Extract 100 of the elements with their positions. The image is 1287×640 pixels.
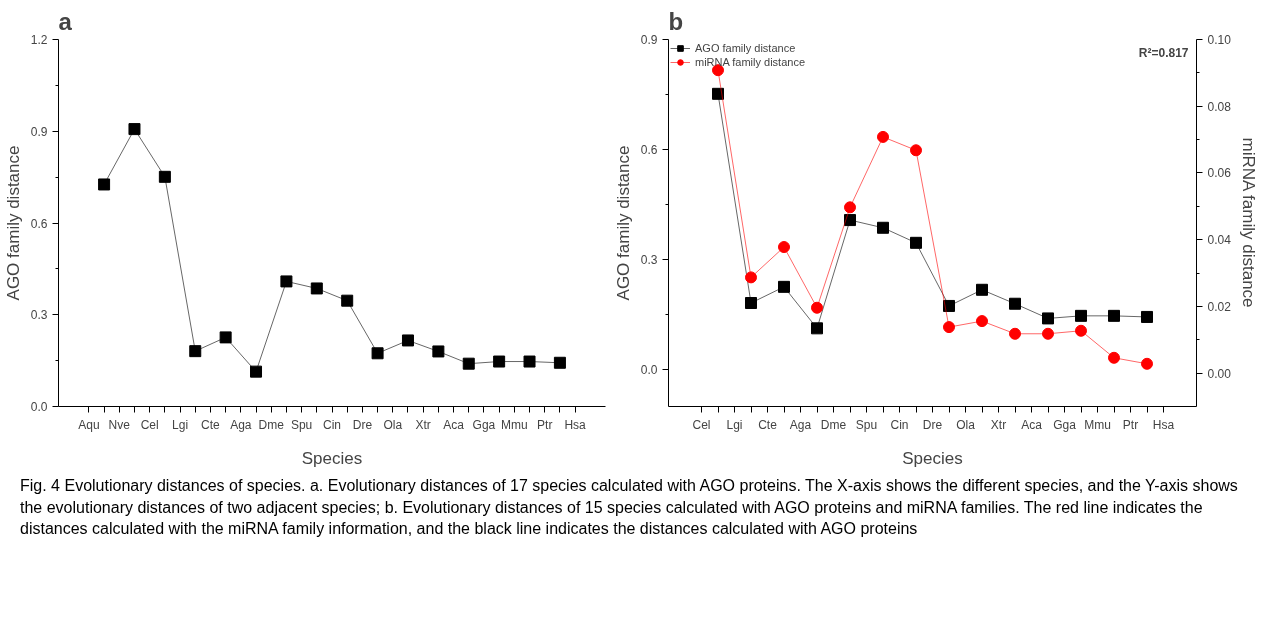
y-tick-label: 0.9	[640, 33, 658, 47]
point	[844, 201, 856, 214]
y2-tick-label: 0.02	[1207, 299, 1232, 314]
x-tick-label: Mmu	[501, 417, 528, 432]
point	[462, 357, 475, 370]
y-tick-label: 0.9	[30, 124, 48, 139]
x-tick-label: Cel	[692, 417, 711, 432]
x-tick-label: Aqu	[78, 417, 100, 432]
x-tick-label: Mmu	[1084, 417, 1111, 432]
x-tick-label: Aca	[443, 417, 465, 432]
point	[341, 294, 354, 307]
y-tick-label: 0.3	[640, 253, 658, 268]
x-tick-label: Xtr	[415, 417, 431, 432]
y2-axis-title: miRNA family distance	[1238, 137, 1258, 308]
y-tick-label: 0.0	[30, 400, 48, 414]
x-tick-label: Ptr	[1122, 417, 1139, 432]
point	[943, 321, 955, 334]
x-tick-label: Xtr	[990, 417, 1007, 432]
point	[250, 365, 263, 378]
point	[877, 130, 889, 143]
point	[493, 355, 506, 368]
point	[745, 271, 757, 284]
point	[1075, 309, 1087, 322]
x-tick-label: Cin	[323, 417, 342, 432]
y2-tick-label: 0.04	[1207, 233, 1232, 248]
point	[310, 282, 323, 295]
x-tick-label: Aga	[789, 417, 812, 432]
y-tick-label: 0.3	[30, 308, 48, 323]
chart-title: a	[58, 7, 73, 35]
point	[1108, 351, 1120, 364]
x-tick-label: Cin	[890, 417, 909, 432]
point	[811, 301, 823, 314]
point	[712, 87, 724, 100]
point	[1141, 310, 1153, 323]
x-tick-label: Aca	[1021, 417, 1043, 432]
point	[128, 123, 141, 136]
point	[1108, 309, 1120, 322]
x-tick-label: Gga	[472, 417, 496, 432]
y2-tick-label: 0.00	[1207, 366, 1232, 381]
point	[910, 144, 922, 157]
x-tick-label: Dre	[922, 417, 943, 432]
y2-tick-label: 0.10	[1207, 33, 1232, 47]
x-tick-label: Nve	[108, 417, 131, 432]
x-tick-label: Cel	[140, 417, 159, 432]
x-tick-label: Dme	[258, 417, 285, 432]
point	[910, 236, 922, 249]
chart-title: b	[668, 7, 684, 35]
x-tick-label: Dme	[820, 417, 847, 432]
x-axis-title: Species	[301, 448, 363, 468]
point	[158, 170, 171, 183]
y2-tick-label: 0.06	[1207, 166, 1232, 181]
x-tick-label: Lgi	[172, 417, 189, 432]
x-tick-label: Lgi	[726, 417, 743, 432]
legend-label: AGO family distance	[695, 41, 796, 55]
x-tick-label: Ola	[383, 417, 403, 432]
y-tick-label: 0.0	[640, 363, 658, 378]
point	[189, 345, 202, 358]
x-tick-label: Spu	[855, 417, 878, 432]
point	[778, 241, 790, 254]
point	[98, 178, 111, 191]
y-tick-label: 0.6	[30, 216, 48, 231]
point	[1042, 327, 1054, 340]
point	[778, 280, 790, 293]
point	[1009, 327, 1021, 340]
x-tick-label: Spu	[290, 417, 313, 432]
x-tick-label: Ola	[956, 417, 976, 432]
y-axis-title: AGO family distance	[613, 145, 633, 301]
point	[523, 355, 536, 368]
x-tick-label: Hsa	[564, 417, 587, 432]
point	[811, 322, 823, 335]
point	[1141, 357, 1153, 370]
point	[219, 331, 232, 344]
x-tick-label: Ptr	[537, 417, 553, 432]
point	[280, 275, 293, 288]
x-tick-label: Dre	[352, 417, 373, 432]
x-tick-label: Aga	[230, 417, 252, 432]
y-tick-label: 1.2	[30, 33, 48, 47]
caption: Fig. 4 Evolutionary distances of species. a. Evolutionary distances of 17 species calculated with AGO proteins. The X-axis shows the different species, and the Y-axis shows the evolutionary distances of two adjacent species; b. Evolutionary distances of 15 species calculated with AGO proteins and miRNA families. The red line indicates the distances calculated with the miRNA family information, and the black line indicates the distances calculated with AGO proteins	[20, 476, 1239, 540]
point	[943, 299, 955, 312]
y2-tick-label: 0.08	[1207, 99, 1232, 114]
point	[844, 214, 856, 227]
point	[1075, 324, 1087, 337]
x-axis-title: Species	[902, 448, 963, 468]
point	[1009, 297, 1021, 310]
point	[877, 221, 889, 234]
point	[976, 283, 988, 296]
y-tick-label: 0.6	[640, 143, 658, 158]
point	[553, 356, 566, 369]
point	[401, 334, 414, 347]
point	[745, 297, 757, 310]
x-tick-label: Hsa	[1152, 417, 1175, 432]
annotation: R²=0.817	[1138, 45, 1189, 60]
x-tick-label: Gga	[1053, 417, 1077, 432]
point	[976, 315, 988, 328]
point	[371, 347, 384, 360]
point	[432, 345, 445, 358]
x-tick-label: Cte	[201, 417, 221, 432]
x-tick-label: Cte	[758, 417, 778, 432]
point	[1042, 312, 1054, 325]
legend-label: miRNA family distance	[695, 55, 806, 69]
